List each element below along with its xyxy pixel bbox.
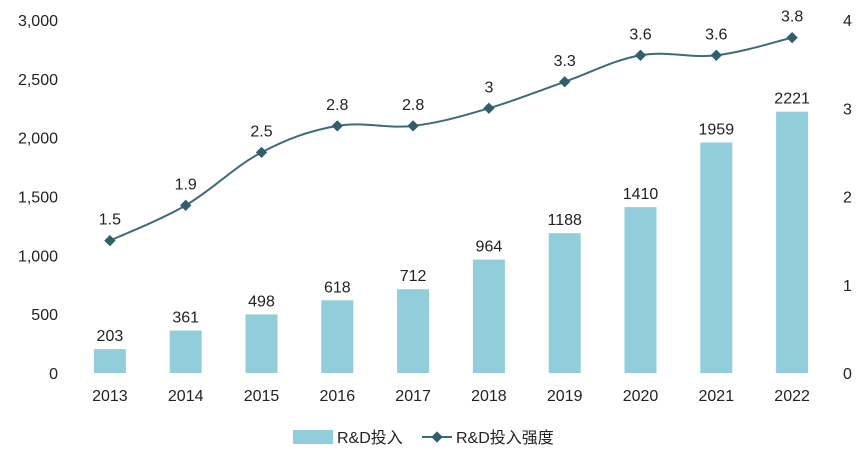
- bar-2016: [321, 300, 354, 373]
- x-axis-tick-label: 2019: [547, 388, 583, 405]
- bar-series-rd-investment: 203 361 498 618 712 964 1188 1410 1959 2221: [93, 91, 810, 374]
- line-point-2018: [483, 102, 495, 114]
- x-axis-tick-label: 2020: [623, 388, 659, 405]
- x-axis-tick-label: 2017: [395, 388, 431, 405]
- right-axis-tick-label: 0: [843, 366, 852, 383]
- left-axis-tick-label: 1,000: [18, 248, 58, 265]
- line-data-label: 1.9: [175, 176, 197, 193]
- left-axis-tick-label: 2,500: [18, 72, 58, 89]
- x-axis-tick-label: 2014: [168, 388, 204, 405]
- legend-label-bar: R&D投入: [337, 429, 403, 447]
- line-data-label: 3.6: [705, 26, 727, 43]
- left-y-axis: 0 500 1,000 1,500 2,000 2,500 3,000: [18, 13, 58, 383]
- bar-2018: [472, 259, 505, 373]
- line-point-2020: [634, 49, 647, 61]
- line-point-2013: [104, 234, 116, 247]
- bar-data-label: 964: [476, 239, 503, 256]
- line-point-2019: [559, 76, 571, 88]
- line-point-2015: [255, 146, 268, 159]
- line-data-label: 3.8: [781, 9, 803, 26]
- bar-2013: [93, 349, 126, 373]
- line-data-label: 2.8: [326, 97, 348, 114]
- bar-data-label: 2221: [774, 91, 810, 108]
- line-data-label: 2.5: [250, 123, 272, 140]
- x-axis-tick-label: 2022: [774, 388, 810, 405]
- x-axis-tick-label: 2021: [699, 388, 735, 405]
- line-data-label: 3.3: [554, 53, 576, 70]
- bar-data-label: 1959: [699, 121, 735, 138]
- right-axis-tick-label: 1: [843, 278, 852, 295]
- right-axis-tick-label: 3: [843, 101, 852, 118]
- bar-data-label: 203: [97, 328, 124, 345]
- x-axis-tick-label: 2018: [471, 388, 507, 405]
- line-series-rd-intensity: 1.5 1.9 2.5 2.8 2.8 3 3.3 3.6 3.6 3.8: [99, 9, 803, 247]
- line-point-2017: [407, 120, 419, 132]
- bar-data-label: 618: [324, 279, 351, 296]
- line-data-label: 3: [484, 79, 493, 96]
- right-axis-tick-label: 4: [843, 13, 852, 30]
- left-axis-tick-label: 1,500: [18, 190, 58, 207]
- bar-data-label: 1410: [623, 186, 659, 203]
- right-y-axis: 0 1 2 3 4: [843, 13, 852, 383]
- bar-2014: [169, 330, 202, 373]
- line-path: [109, 36, 793, 242]
- bar-2015: [245, 314, 278, 373]
- legend: R&D投入 R&D投入强度: [293, 429, 554, 447]
- line-data-label: 3.6: [629, 26, 651, 43]
- bar-data-label: 498: [248, 293, 275, 310]
- bar-2022: [776, 111, 809, 374]
- line-point-2021: [710, 49, 722, 61]
- x-axis-tick-label: 2016: [320, 388, 356, 405]
- legend-label-line: R&D投入强度: [456, 429, 554, 447]
- x-axis: 2013 2014 2015 2016 2017 2018 2019 2020 2021 2022: [92, 388, 810, 405]
- right-axis-tick-label: 2: [843, 190, 852, 207]
- left-axis-tick-label: 500: [31, 307, 58, 324]
- bar-data-label: 361: [172, 310, 199, 327]
- left-axis-tick-label: 3,000: [18, 13, 58, 30]
- x-axis-tick-label: 2013: [92, 388, 128, 405]
- line-point-2016: [331, 120, 343, 132]
- line-data-label: 2.8: [402, 97, 424, 114]
- line-data-label: 1.5: [99, 212, 121, 229]
- bar-data-label: 712: [400, 268, 427, 285]
- legend-marker-diamond-icon: [431, 431, 443, 443]
- x-axis-tick-label: 2015: [244, 388, 280, 405]
- line-point-2014: [180, 199, 192, 211]
- left-axis-tick-label: 0: [49, 366, 58, 383]
- bar-2020: [624, 207, 657, 373]
- legend-swatch-bar: [293, 430, 333, 444]
- line-point-2022: [786, 31, 798, 44]
- bar-data-label: 1188: [547, 212, 582, 229]
- bar-2021: [700, 142, 733, 373]
- bar-2019: [548, 233, 581, 373]
- left-axis-tick-label: 2,000: [18, 131, 58, 148]
- bar-2017: [397, 289, 430, 373]
